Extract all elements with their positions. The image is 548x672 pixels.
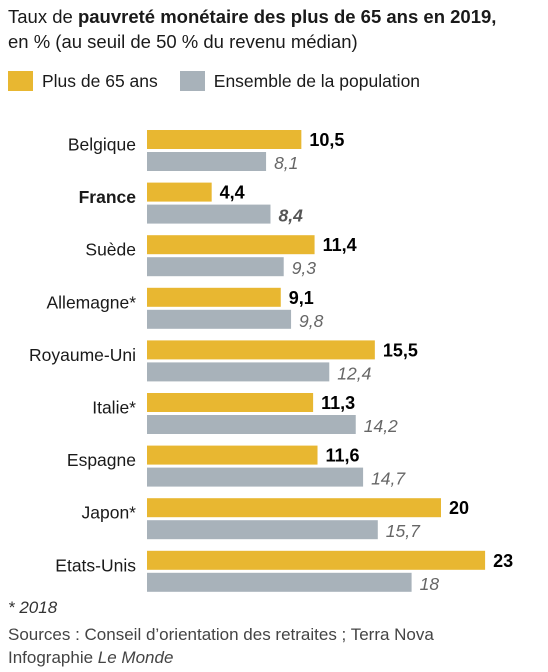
value-65-etats-unis: 23 — [493, 551, 513, 571]
bar-65-etats-unis — [147, 550, 486, 570]
category-label-allemagne: Allemagne* — [47, 292, 137, 312]
value-65-belgique: 10,5 — [309, 130, 344, 150]
value-all-etats-unis: 18 — [420, 574, 440, 594]
category-label-suède: Suède — [85, 240, 136, 260]
bar-chart: Belgique 10,5 8,1 France 4,4 8,4 Suède 11,4 9,3 A… — [29, 130, 513, 594]
value-65-italie: 11,3 — [321, 393, 355, 413]
sources: Sources : Conseil d’orientation des retr… — [8, 625, 434, 644]
bar-all-espagne — [147, 467, 364, 487]
footnote: * 2018 — [8, 598, 58, 617]
bar-all-italie — [147, 415, 356, 434]
value-all-italie: 14,2 — [364, 416, 398, 436]
value-65-espagne: 11,6 — [326, 446, 360, 466]
category-label-france: France — [79, 187, 137, 207]
legend-label-all: Ensemble de la population — [213, 70, 421, 91]
legend-swatch-all — [179, 71, 205, 91]
bar-all-royaume-uni — [147, 362, 330, 382]
title-prefix: Taux de — [8, 6, 78, 27]
bar-65-belgique — [147, 130, 302, 149]
value-all-royaume-uni: 12,4 — [337, 363, 371, 383]
bar-65-france — [147, 182, 212, 202]
bar-all-japon — [147, 520, 378, 540]
bar-65-japon — [147, 498, 441, 518]
bar-65-suède — [147, 235, 315, 255]
bar-all-allemagne — [147, 309, 292, 329]
bar-all-belgique — [147, 152, 267, 171]
value-65-allemagne: 9,1 — [289, 288, 314, 308]
credit: Infographie Le Monde — [8, 647, 173, 669]
legend: Plus de 65 ans Ensemble de la population — [8, 70, 442, 92]
bar-65-royaume-uni — [147, 340, 375, 360]
category-label-etats-unis: Etats-Unis — [55, 555, 136, 575]
value-65-france: 4,4 — [220, 183, 245, 203]
value-all-allemagne: 9,8 — [299, 311, 324, 331]
bar-65-italie — [147, 393, 314, 412]
bar-65-allemagne — [147, 287, 281, 307]
value-65-suède: 11,4 — [323, 235, 357, 255]
legend-label-65: Plus de 65 ans — [42, 70, 158, 91]
bar-all-suède — [147, 257, 284, 277]
value-65-royaume-uni: 15,5 — [383, 340, 418, 360]
value-all-espagne: 14,7 — [371, 469, 406, 489]
category-label-espagne: Espagne — [67, 450, 136, 470]
bar-65-espagne — [147, 445, 318, 465]
legend-item-65: Plus de 65 ans — [8, 71, 158, 92]
category-label-belgique: Belgique — [68, 135, 136, 155]
category-label-royaume-uni: Royaume-Uni — [29, 345, 136, 365]
credit-publisher: Le Monde — [97, 648, 174, 667]
title-subtitle: en % (au seuil de 50 % du revenu médian) — [8, 31, 358, 52]
category-label-italie: Italie* — [92, 398, 136, 418]
bar-all-france — [147, 204, 271, 224]
value-all-belgique: 8,1 — [274, 153, 298, 173]
credit-prefix: Infographie — [8, 648, 98, 667]
legend-item-all: Ensemble de la population — [179, 70, 421, 92]
title-bold: pauvreté monétaire des plus de 65 ans en… — [77, 6, 497, 27]
legend-swatch-65 — [8, 71, 33, 91]
value-65-japon: 20 — [449, 498, 469, 518]
category-label-japon: Japon* — [82, 503, 137, 523]
bar-all-etats-unis — [147, 572, 412, 592]
value-all-france: 8,4 — [278, 206, 303, 226]
value-all-suède: 9,3 — [292, 258, 317, 278]
value-all-japon: 15,7 — [386, 521, 421, 541]
chart-title: Taux de pauvreté monétaire des plus de 6… — [8, 4, 544, 54]
